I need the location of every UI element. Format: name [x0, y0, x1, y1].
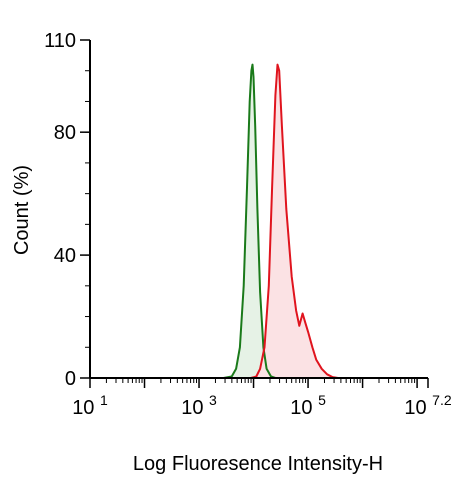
x-axis-ticks: 10 1 10 3 10 5 10 7.2 — [72, 378, 452, 419]
x-tick-label: 10 3 — [181, 392, 217, 419]
series-1-line — [223, 63, 276, 379]
y-tick-label: 40 — [54, 245, 76, 267]
y-axis-ticks: 0 40 80 110 — [44, 30, 90, 390]
x-tick-label: 10 7.2 — [404, 392, 451, 419]
x-axis-title: Log Fluoresence Intensity-H — [133, 453, 383, 475]
series-1-fill — [223, 64, 276, 378]
series-2-fill — [250, 64, 338, 378]
x-tick-label: 10 5 — [290, 392, 326, 419]
axes — [89, 40, 428, 379]
y-tick-label: 0 — [65, 368, 76, 390]
series-fills — [223, 64, 338, 378]
y-axis-title: Count (%) — [11, 165, 33, 255]
x-tick-label: 10 1 — [72, 392, 108, 419]
series-lines — [223, 63, 339, 379]
y-tick-label: 110 — [44, 30, 76, 52]
y-tick-label: 80 — [54, 122, 76, 144]
series-2-line — [250, 63, 339, 379]
